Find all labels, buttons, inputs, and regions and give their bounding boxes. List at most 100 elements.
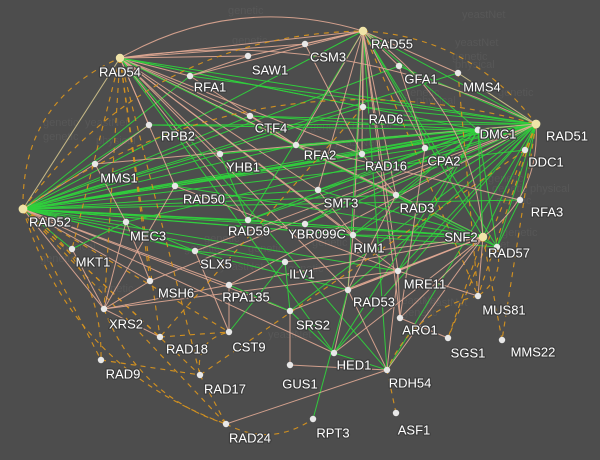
graph-node-rad16[interactable]: [358, 150, 366, 158]
graph-edge-yeastNet: [22, 72, 459, 210]
watermark-text: genetic: [502, 227, 538, 239]
arc-edge-layer: [22, 16, 537, 436]
graph-edge-yeastNet: [22, 189, 319, 210]
graph-node-cst9[interactable]: [225, 328, 233, 336]
graph-edge-arc-physical: [362, 30, 484, 238]
graph-node-sgs1[interactable]: [444, 334, 452, 342]
graph-edge-yeastNet: [22, 153, 221, 210]
graph-node-rad18[interactable]: [156, 333, 164, 341]
graph-node-rad9[interactable]: [97, 356, 105, 364]
graph-node-msh6[interactable]: [146, 277, 154, 285]
graph-edge-physical: [347, 270, 399, 291]
graph-node-ybr099c[interactable]: [301, 220, 309, 228]
graph-node-ctf4[interactable]: [246, 112, 254, 120]
graph-edge-genetic: [100, 359, 201, 376]
graph-node-rad51[interactable]: [531, 119, 541, 129]
graph-node-label-saw1: SAW1: [252, 62, 288, 77]
graph-edge-yeastNet: [397, 123, 537, 272]
graph-node-rad3[interactable]: [392, 191, 400, 199]
graph-edge-physical: [174, 185, 399, 272]
graph-node-label-rad50: RAD50: [183, 191, 225, 206]
graph-edge-physical: [189, 30, 364, 77]
graph-node-asf1[interactable]: [392, 409, 400, 417]
graph-node-saw1[interactable]: [244, 52, 252, 60]
watermark-text: genetic: [488, 173, 524, 185]
graph-edge-yeastNet: [496, 199, 521, 248]
graph-node-rad54[interactable]: [115, 53, 125, 63]
graph-node-snf2[interactable]: [478, 232, 488, 242]
graph-node-label-rad17: RAD17: [204, 381, 246, 396]
graph-node-gus1[interactable]: [286, 361, 294, 369]
graph-node-label-xrs2: XRS2: [109, 316, 143, 331]
graph-edge-physical: [386, 270, 399, 371]
graph-node-srs2[interactable]: [286, 307, 294, 315]
graph-node-hed1[interactable]: [330, 349, 338, 357]
graph-node-label-rad16: RAD16: [365, 158, 407, 173]
graph-edge-arc-genetic: [225, 418, 314, 436]
watermark-text: genetic: [402, 307, 438, 319]
graph-edge-physical: [103, 284, 230, 310]
graph-edge-yeastNet: [22, 208, 306, 225]
graph-node-rpa135[interactable]: [225, 281, 233, 289]
graph-edge-genetic: [482, 236, 503, 341]
graph-edge-yeastNet: [395, 194, 484, 238]
graph-node-csm3[interactable]: [301, 40, 309, 48]
graph-node-dmc1[interactable]: [474, 126, 482, 134]
graph-edge-physical: [194, 250, 230, 333]
graph-edge-yeastNet: [477, 129, 484, 238]
graph-edge-physical: [284, 236, 484, 263]
graph-edge-yeastNet: [304, 123, 537, 225]
graph-node-ilv1[interactable]: [281, 258, 289, 266]
graph-edge-yeastNet: [228, 284, 291, 312]
graph-node-rad55[interactable]: [358, 26, 368, 36]
graph-node-gfa1[interactable]: [395, 62, 403, 70]
node-label-layer: RAD54 RFA1 SAW1 CSM3 RAD55 GFA1 MMS4 RPB2 CTF4 RA…: [28, 35, 589, 446]
graph-node-cpa2[interactable]: [421, 144, 429, 152]
graph-node-rad50[interactable]: [171, 182, 179, 190]
graph-node-rad52[interactable]: [18, 204, 28, 214]
graph-node-rad6[interactable]: [359, 103, 367, 111]
graph-edge-yeastNet: [519, 123, 537, 201]
graph-node-rad53[interactable]: [344, 286, 352, 294]
graph-node-smt3[interactable]: [314, 186, 322, 194]
graph-node-label-rad52: RAD52: [29, 214, 71, 229]
graph-edge-physical: [71, 248, 105, 310]
graph-node-ddc1[interactable]: [521, 146, 529, 154]
graph-node-rdh54[interactable]: [383, 366, 391, 374]
graph-node-mkt1[interactable]: [68, 245, 76, 253]
graph-node-rpb2[interactable]: [145, 121, 153, 129]
graph-node-xrs2[interactable]: [100, 305, 108, 313]
graph-node-mec3[interactable]: [122, 218, 130, 226]
graph-node-rad17[interactable]: [196, 371, 204, 379]
graph-node-rad57[interactable]: [493, 243, 501, 251]
graph-node-mms1[interactable]: [91, 160, 99, 168]
edge-layer: [22, 30, 537, 425]
graph-node-rpt3[interactable]: [309, 415, 317, 423]
graph-edge-yeastNet: [304, 129, 479, 225]
graph-edge-physical: [457, 72, 537, 125]
graph-edge-physical: [119, 57, 191, 77]
graph-edge-physical: [361, 30, 364, 155]
graph-edge-physical: [317, 30, 364, 191]
graph-edge-yeastNet: [125, 123, 537, 223]
graph-edge-yeastNet: [219, 153, 249, 221]
graph-node-rad24[interactable]: [222, 420, 230, 428]
node-layer[interactable]: [18, 26, 541, 428]
graph-node-rfa1[interactable]: [186, 72, 194, 80]
graph-node-mms4[interactable]: [454, 69, 462, 77]
graph-node-yhb1[interactable]: [216, 150, 224, 158]
graph-node-mre11[interactable]: [394, 267, 402, 275]
graph-node-rfa3[interactable]: [516, 196, 524, 204]
graph-node-label-cpa2: CPA2: [428, 153, 461, 168]
graph-node-rim1[interactable]: [349, 231, 357, 239]
graph-node-mms22[interactable]: [498, 336, 506, 344]
graph-node-mus81[interactable]: [474, 292, 482, 300]
graph-node-rad59[interactable]: [244, 216, 252, 224]
graph-node-slx5[interactable]: [191, 247, 199, 255]
graph-node-aro1[interactable]: [396, 314, 404, 322]
graph-edge-physical: [119, 57, 150, 126]
graph-node-label-mms4: MMS4: [463, 79, 501, 94]
graph-node-rfa2[interactable]: [292, 141, 300, 149]
